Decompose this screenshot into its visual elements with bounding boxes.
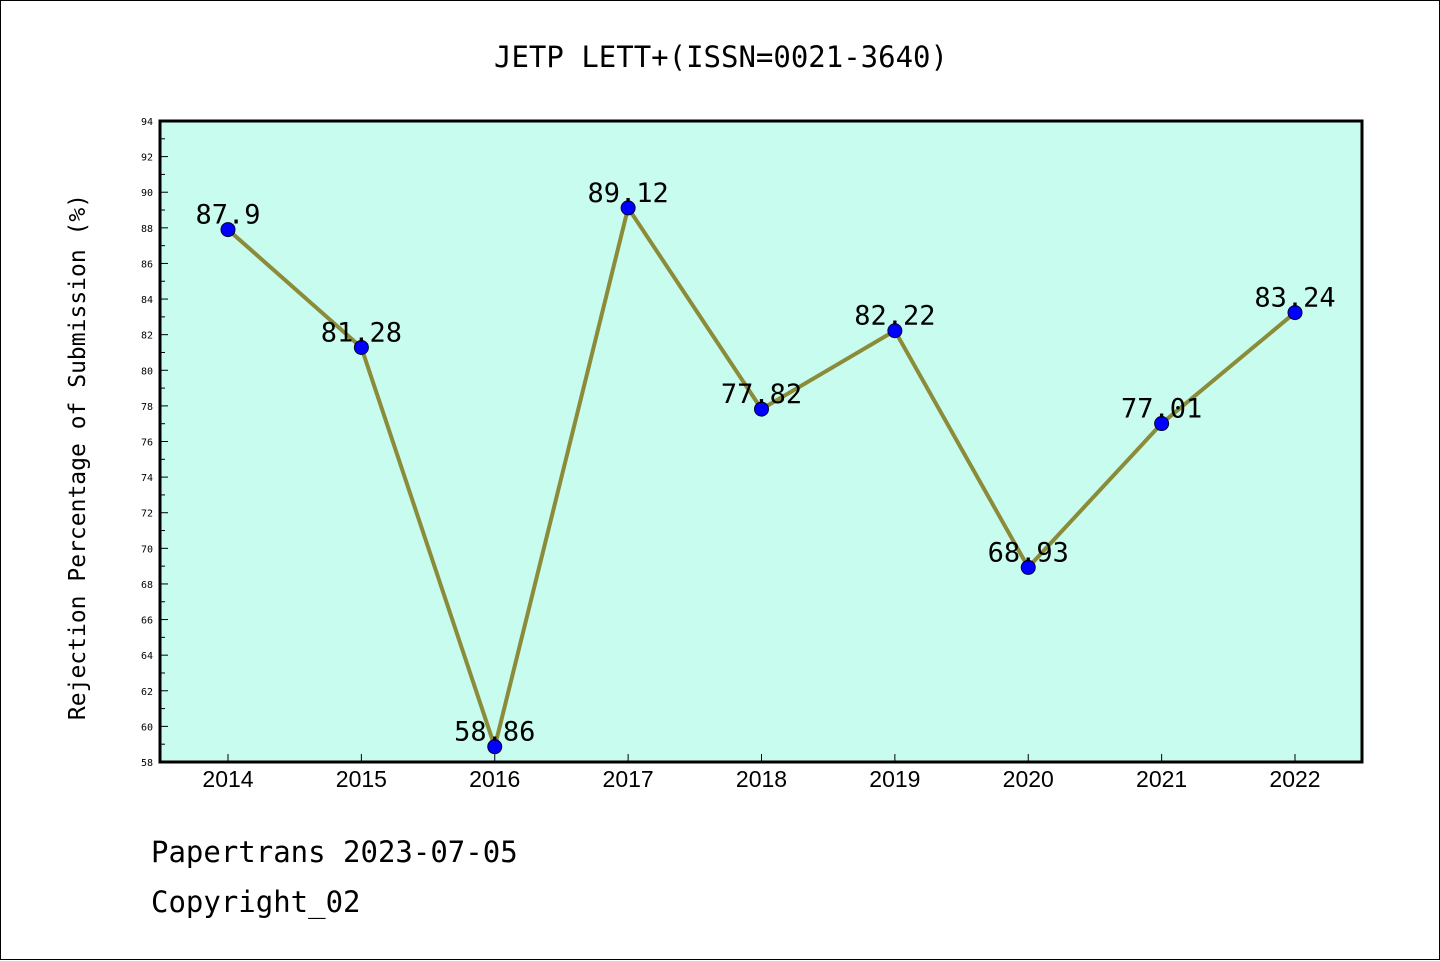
y-tick-label: 68 <box>141 580 153 591</box>
data-point <box>1287 305 1303 321</box>
x-axis: 2014 2015 2016 2017 2018 2019 2020 2021 2022 <box>202 754 1321 792</box>
plot-area <box>158 119 1364 764</box>
x-tick-label: 2015 <box>336 766 387 792</box>
data-point <box>754 401 769 417</box>
y-tick-label: 60 <box>141 722 153 733</box>
data-point <box>220 222 236 238</box>
data-point <box>620 200 636 216</box>
y-tick-label: 88 <box>141 224 153 235</box>
data-point <box>1154 416 1170 432</box>
data-point <box>887 323 903 339</box>
y-tick-label: 58 <box>141 758 153 769</box>
data-label: 68.93 <box>988 537 1069 568</box>
data-point <box>353 339 369 355</box>
y-tick-label: 86 <box>141 259 153 270</box>
footer-date: Papertrans 2023-07-05 <box>151 835 518 869</box>
y-tick-label: 70 <box>141 544 153 555</box>
y-tick-label: 94 <box>141 117 153 128</box>
y-tick-label: 74 <box>141 473 153 484</box>
data-label: 81.28 <box>321 317 402 348</box>
y-tick-label: 82 <box>141 331 153 342</box>
data-label: 89.12 <box>587 178 668 209</box>
data-label: 58.86 <box>454 717 535 748</box>
data-label: 83.24 <box>1254 283 1335 314</box>
x-tick-label: 2021 <box>1136 766 1187 792</box>
y-tick-label: 72 <box>141 509 153 520</box>
data-labels: 87.9 81.28 58.86 89.12 77.82 82.22 68.93 77.01 8… <box>195 178 1335 748</box>
y-tick-label: 80 <box>141 366 153 377</box>
y-tick-label: 76 <box>141 438 153 449</box>
data-label: 87.9 <box>195 200 260 231</box>
data-label: 77.82 <box>721 379 802 410</box>
x-tick-label: 2016 <box>469 766 520 792</box>
y-tick-label: 84 <box>141 295 153 306</box>
x-tick-label: 2020 <box>1003 766 1054 792</box>
y-tick-label: 64 <box>141 651 153 662</box>
y-tick-label: 62 <box>141 687 153 698</box>
data-label: 82.22 <box>854 301 935 332</box>
y-tick-label: 66 <box>141 616 153 627</box>
x-tick-label: 2017 <box>603 766 654 792</box>
x-tick-label: 2019 <box>869 766 920 792</box>
footer-copyright: Copyright_02 <box>151 885 361 919</box>
data-point <box>1020 559 1036 575</box>
y-tick-label: 92 <box>141 153 153 164</box>
data-label: 77.01 <box>1121 394 1202 425</box>
x-tick-label: 2018 <box>736 766 787 792</box>
y-axis: 58 60 62 64 66 68 70 72 74 76 78 80 82 84 86 88 90 92 94 <box>141 117 168 769</box>
x-tick-label: 2022 <box>1269 766 1320 792</box>
y-axis-label: Rejection Percentage of Submission (%) <box>65 194 91 720</box>
y-tick-label: 78 <box>141 402 153 413</box>
y-tick-label: 90 <box>141 188 153 199</box>
data-point <box>487 739 503 755</box>
x-tick-label: 2014 <box>202 766 253 792</box>
data-markers <box>220 200 1303 755</box>
chart-title: JETP LETT+(ISSN=0021-3640) <box>494 40 948 74</box>
